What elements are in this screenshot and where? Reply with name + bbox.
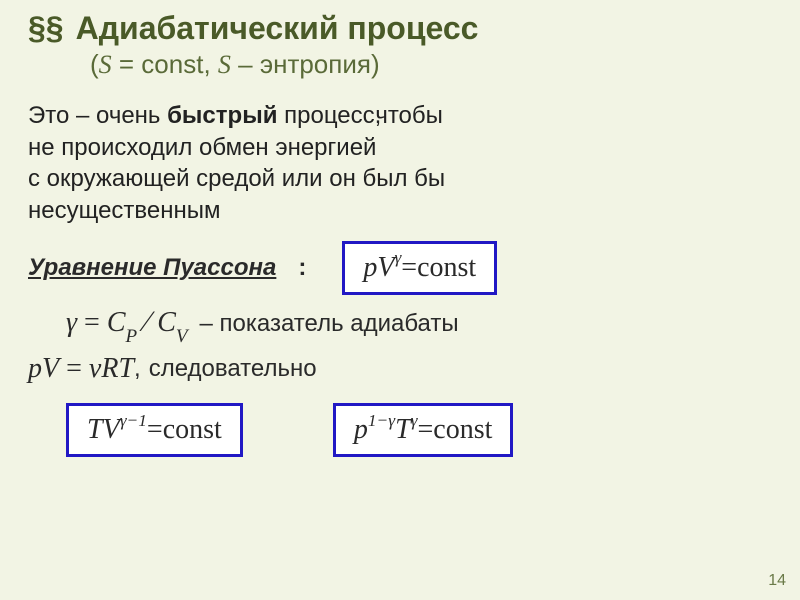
b1-exp: γ−1 [120, 411, 147, 431]
b2-p: p [354, 414, 368, 446]
gamma-row: γ = CP ⁄ CV – показатель адиабаты [66, 305, 772, 344]
pt-equation-box: p1−γTγ = const [333, 403, 514, 457]
gamma-cp: C [107, 307, 126, 338]
desc-1a: Это – очень [28, 102, 167, 129]
pv-V: V [42, 353, 59, 384]
eq-p: p [363, 252, 377, 284]
poisson-equation-box: pVγ = const [342, 241, 497, 295]
page-title: Адиабатический процесс [76, 10, 479, 47]
poisson-label: Уравнение Пуассона [28, 254, 276, 281]
b1-V: V [103, 414, 120, 446]
subtitle-eq: = const, [112, 49, 218, 79]
bottom-equations-row: TVγ−1 = const p1−γTγ = const [66, 403, 772, 457]
entropy-var-2: S [218, 50, 231, 79]
gamma-cv-sub: V [176, 326, 188, 347]
ideal-gas-eq: pV = νRT [28, 353, 134, 385]
gamma-note: – показатель адиабаты [200, 310, 459, 338]
b2-eq: = [417, 414, 433, 446]
desc-2: не происходил обмен энергией [28, 134, 376, 161]
pv-eq: = [59, 353, 89, 384]
eq-eq: = [401, 252, 417, 284]
b2-const: const [433, 414, 492, 446]
b1-const: const [163, 414, 222, 446]
section-mark: §§ [28, 10, 64, 47]
eq-V: V [377, 252, 394, 284]
pv-nu: ν [89, 353, 101, 384]
desc-1-bold: быстрый [167, 102, 277, 129]
therefore-text: следовательно [149, 355, 317, 383]
gamma-slash: ⁄ [137, 305, 157, 338]
pv-p: p [28, 353, 42, 384]
description-block: Это – очень быстрый процесс,чтобы не про… [28, 100, 772, 227]
pv-comma: , [134, 355, 141, 383]
paren-open: ( [90, 49, 99, 79]
ideal-gas-row: pV = νRT , следовательно [28, 353, 772, 385]
gamma-eq-sign: = [77, 307, 107, 338]
gamma-lhs: γ [66, 307, 77, 338]
entropy-var-1: S [99, 50, 112, 79]
desc-1c: чтобы [375, 102, 443, 129]
page-number: 14 [768, 572, 786, 590]
tv-equation-box: TVγ−1 = const [66, 403, 243, 457]
desc-4: несущественным [28, 197, 221, 224]
title-row: §§ Адиабатический процесс [28, 10, 772, 47]
desc-3: с окружающей средой или он был бы [28, 165, 445, 192]
poisson-label-wrap: Уравнение Пуассона: [28, 254, 306, 282]
gamma-cv: C [157, 307, 176, 338]
poisson-row: Уравнение Пуассона: pVγ = const [28, 241, 772, 295]
desc-1b: процесс, [277, 102, 381, 129]
gamma-cp-sub: P [126, 326, 138, 347]
subtitle-rest: – энтропия) [231, 49, 380, 79]
b2-T: T [395, 414, 411, 446]
b2-exp1: 1−γ [368, 411, 395, 431]
poisson-colon: : [298, 254, 306, 281]
pv-T: T [118, 353, 134, 384]
eq-const: const [417, 252, 476, 284]
b1-T: T [87, 414, 103, 446]
pv-R: R [101, 353, 118, 384]
eq-gamma-exp: γ [394, 248, 401, 268]
gamma-eq: γ = CP ⁄ CV [66, 305, 188, 344]
b2-exp2: γ [411, 411, 418, 431]
subtitle: (S = const, S – энтропия) [90, 49, 772, 80]
b1-eq: = [147, 414, 163, 446]
